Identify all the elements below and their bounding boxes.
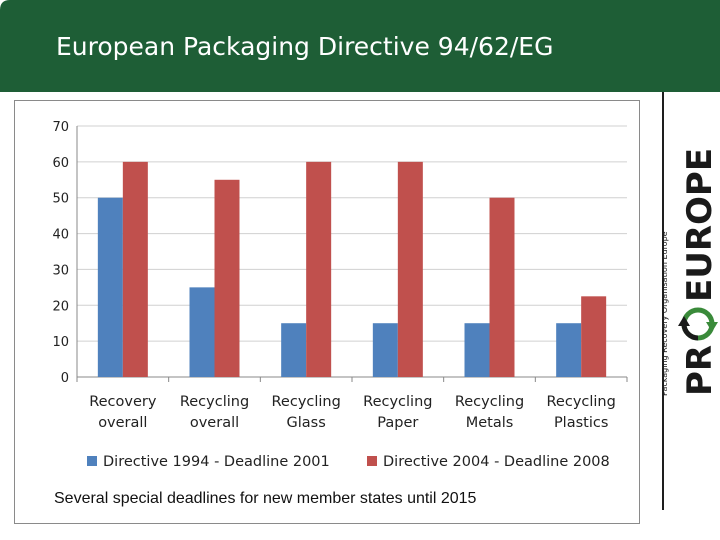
slide-header: European Packaging Directive 94/62/EG — [0, 0, 720, 92]
logo-text-europe: EUROPE — [680, 148, 720, 302]
y-tick-label: 70 — [52, 120, 69, 135]
legend-swatch — [87, 456, 97, 466]
y-tick-label: 0 — [61, 371, 69, 386]
chart-panel: 0 10 20 30 40 50 60 70 Recovery overall Recycling o… — [14, 100, 640, 524]
legend-label: Directive 1994 - Deadline 2001 — [103, 454, 330, 470]
slide-title: European Packaging Directive 94/62/EG — [56, 32, 554, 61]
x-tick-label: Glass — [287, 415, 326, 431]
bar — [489, 197, 515, 377]
logo-graphic: PR EUROPE Packaging Recovery Organisatio… — [660, 148, 720, 396]
bar — [372, 323, 398, 377]
bar — [122, 161, 148, 377]
y-tick-label: 50 — [52, 192, 69, 207]
y-tick-label: 30 — [52, 263, 69, 278]
bar — [581, 296, 607, 377]
legend-label: Directive 2004 - Deadline 2008 — [383, 454, 610, 470]
bar — [306, 161, 332, 377]
x-tick-label: overall — [98, 415, 147, 431]
logo-text-pr: PR — [680, 345, 720, 396]
x-tick-label: Paper — [377, 415, 418, 431]
divider-line — [662, 92, 664, 510]
y-tick-label: 40 — [52, 228, 69, 243]
y-tick-label: 60 — [52, 156, 69, 171]
x-tick-label: Recycling — [180, 394, 249, 410]
bar — [189, 287, 215, 377]
x-tick-label: Recycling — [455, 394, 524, 410]
legend-swatch — [367, 456, 377, 466]
x-tick-label: Metals — [466, 415, 514, 431]
bar — [397, 161, 423, 377]
bar — [556, 323, 582, 377]
header-shape — [0, 0, 720, 92]
y-tick-label: 10 — [52, 335, 69, 350]
bar — [464, 323, 490, 377]
header-bar — [0, 0, 720, 92]
bar-chart: 0 10 20 30 40 50 60 70 Recovery overall Recycling o… — [52, 120, 628, 470]
footnote: Several special deadlines for new member… — [54, 490, 477, 507]
x-tick-label: Recycling — [272, 394, 341, 410]
x-tick-label: Recycling — [363, 394, 432, 410]
x-tick-label: Plastics — [554, 415, 608, 431]
y-tick-label: 20 — [52, 299, 69, 314]
bar — [214, 179, 240, 377]
x-tick-label: Recovery — [89, 394, 157, 410]
x-tick-label: overall — [190, 415, 239, 431]
bar — [281, 323, 307, 377]
bar — [97, 197, 123, 377]
pro-europe-logo: PR EUROPE Packaging Recovery Organisatio… — [660, 96, 720, 406]
logo-tagline: Packaging Recovery Organisation Europe — [664, 231, 669, 396]
recycle-icon — [678, 307, 718, 341]
x-tick-label: Recycling — [547, 394, 616, 410]
